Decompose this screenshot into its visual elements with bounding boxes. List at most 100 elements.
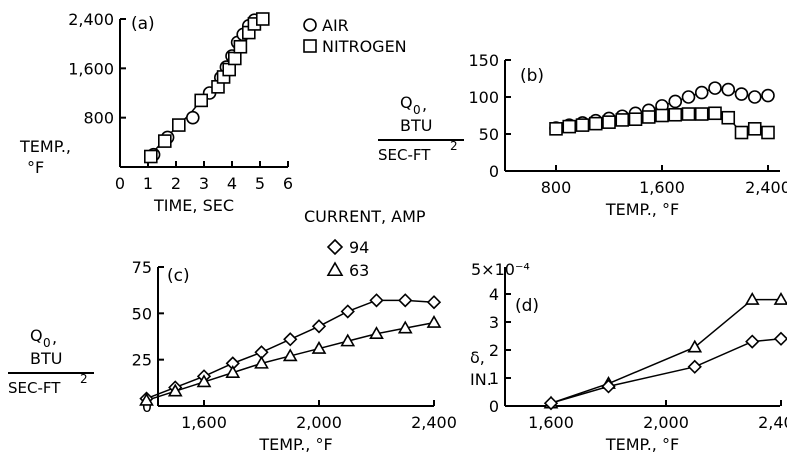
- panel-label: (d): [515, 296, 539, 316]
- data-point-diamond: [773, 331, 787, 346]
- panel-label: (c): [167, 266, 190, 286]
- data-point-square: [588, 116, 603, 131]
- panel-b: 0 50 100 150 800 1,600 2,400 TEMP., °F (b): [468, 51, 787, 219]
- y-tick-label: 150: [468, 51, 499, 70]
- x-tick-label: 1: [143, 174, 153, 193]
- x-axis-label: TEMP., °F: [605, 435, 679, 454]
- legend-label: 63: [349, 261, 369, 280]
- panel-label: (a): [131, 14, 155, 34]
- legend-c: CURRENT, AMP 94 63: [304, 207, 426, 280]
- data-point-diamond: [311, 319, 327, 334]
- legend-a: AIR NITROGEN: [303, 16, 407, 56]
- y-tick-label: 0: [489, 162, 499, 181]
- y-tick-label: 0: [489, 397, 499, 416]
- data-point-circle: [747, 90, 762, 104]
- data-point-square: [747, 122, 762, 136]
- data-point-circle: [734, 87, 749, 101]
- x-tick-label: 0: [115, 174, 125, 193]
- data-point-triangle: [139, 392, 154, 406]
- data-point-square: [761, 125, 775, 140]
- x-tick-label: 5: [255, 174, 265, 193]
- data-point-square: [222, 62, 236, 77]
- x-tick-label: 2,400: [745, 178, 787, 197]
- data-point-square: [668, 107, 683, 122]
- legend-marker-circle: [303, 18, 317, 32]
- data-point-diamond: [369, 293, 384, 308]
- data-point-square: [158, 134, 172, 148]
- data-point-square: [641, 110, 656, 124]
- data-point-triangle: [225, 365, 241, 378]
- data-point-circle: [681, 90, 696, 104]
- y-axis-label: BTU: [30, 349, 62, 368]
- data-point-square: [172, 118, 186, 132]
- data-point-circle: [186, 110, 200, 125]
- data-point-diamond: [601, 379, 616, 394]
- panel-label: (b): [520, 66, 544, 86]
- legend-marker-triangle: [326, 261, 344, 277]
- data-point-circle: [708, 81, 722, 95]
- x-tick-label: 3: [199, 174, 209, 193]
- data-point-triangle: [311, 340, 327, 354]
- y-tick-label: 0: [142, 397, 152, 416]
- x-tick-label: 2,000: [643, 413, 689, 432]
- legend-label: NITROGEN: [322, 37, 407, 56]
- data-point-square: [228, 51, 242, 66]
- x-tick-label: 1,600: [639, 178, 685, 197]
- y-axis-label: Q: [400, 93, 413, 112]
- y-tick-label: 50: [132, 304, 152, 323]
- y-axis-label: 0: [43, 336, 51, 350]
- data-point-circle: [761, 88, 775, 103]
- y-multiplier: 5×10⁻⁴: [471, 260, 530, 279]
- x-tick-label: 2,400: [411, 413, 457, 432]
- legend-label: 94: [349, 238, 369, 257]
- y-tick-label: 100: [468, 88, 499, 107]
- x-tick-label: 1,600: [181, 413, 227, 432]
- data-point-diamond: [687, 359, 702, 374]
- y-tick-label: 2: [489, 341, 499, 360]
- y-axis-label: TEMP.,: [19, 137, 71, 156]
- y-axis-label: 0: [413, 103, 421, 117]
- legend-marker-square: [303, 39, 317, 53]
- series-line-1: [550, 338, 782, 404]
- panel-a: 800 1,600 2,400 0 1 2 3 4 5 6 TIME, SEC (a): [68, 10, 293, 215]
- legend-title: CURRENT, AMP: [304, 207, 426, 226]
- y-tick-label: 4: [489, 285, 499, 304]
- panel-d: 0 1 2 3 4 1,600 2,000 2,400 TEMP., °F (d): [489, 267, 787, 454]
- x-axis-label: TEMP., °F: [258, 435, 332, 454]
- y-axis-label: Q: [30, 326, 43, 345]
- data-point-square: [681, 107, 696, 121]
- data-point-square: [734, 125, 749, 140]
- x-axis-label: TEMP., °F: [605, 200, 679, 219]
- series-line-0: [550, 298, 781, 404]
- data-point-triangle: [340, 333, 356, 347]
- x-tick-label: 4: [227, 174, 237, 193]
- y-axis-label: 2: [450, 139, 458, 153]
- data-point-diamond: [398, 293, 413, 308]
- data-point-square: [549, 122, 563, 136]
- y-axis-label: SEC-FT: [8, 379, 61, 397]
- data-point-diamond: [426, 295, 442, 310]
- y-tick-label: 25: [132, 351, 152, 370]
- data-point-triangle: [369, 326, 384, 340]
- y-axis-label: IN.: [470, 370, 492, 389]
- data-point-square: [562, 119, 577, 134]
- y-axis-label: ,: [422, 95, 427, 114]
- x-tick-label: 2,000: [296, 413, 342, 432]
- data-point-circle: [668, 94, 683, 109]
- x-tick-label: 1,600: [528, 413, 574, 432]
- data-point-square: [708, 106, 722, 121]
- y-axis-label: BTU: [400, 116, 432, 135]
- data-point-square: [628, 112, 643, 126]
- data-point-square: [602, 115, 616, 129]
- data-point-square: [575, 118, 590, 132]
- data-point-square: [144, 149, 158, 164]
- data-point-triangle: [426, 314, 442, 328]
- data-point-diamond: [543, 396, 559, 411]
- data-point-triangle: [254, 355, 269, 369]
- y-tick-label: 1: [489, 369, 499, 388]
- x-tick-label: 2: [171, 174, 181, 193]
- data-point-triangle: [196, 374, 212, 388]
- y-axis-label: °F: [27, 158, 44, 177]
- y-tick-label: 800: [83, 109, 114, 128]
